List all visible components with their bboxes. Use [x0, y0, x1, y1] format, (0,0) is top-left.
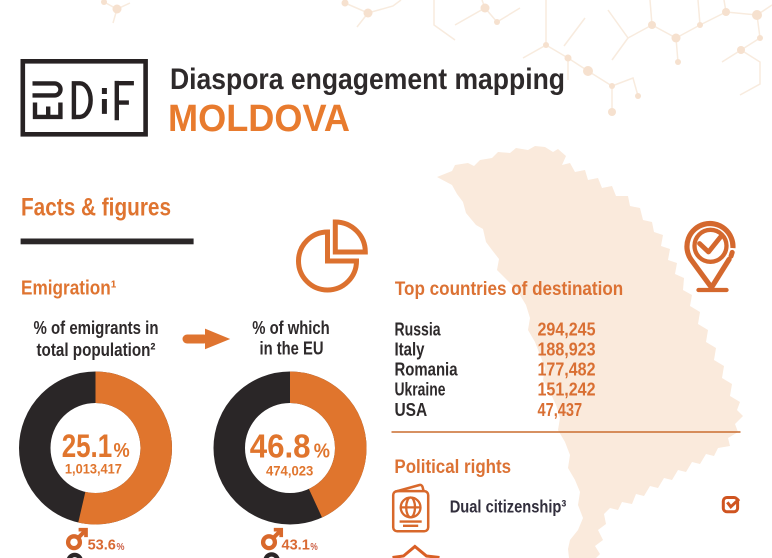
svg-text:188,923: 188,923	[538, 339, 596, 360]
svg-text:Ukraine: Ukraine	[395, 379, 446, 400]
svg-text:total population²: total population²	[37, 339, 156, 360]
svg-text:Top countries of destination: Top countries of destination	[395, 278, 623, 300]
svg-text:25.1: 25.1	[62, 428, 112, 464]
svg-text:%: %	[117, 542, 125, 553]
svg-text:%: %	[114, 440, 130, 462]
svg-text:Italy: Italy	[395, 339, 426, 360]
svg-text:%: %	[310, 542, 317, 553]
svg-text:% of emigrants in: % of emigrants in	[34, 317, 159, 338]
svg-text:53.6: 53.6	[88, 537, 116, 553]
svg-text:Russia: Russia	[395, 318, 442, 339]
svg-text:MOLDOVA: MOLDOVA	[168, 98, 350, 140]
svg-text:46.8: 46.8	[250, 427, 311, 464]
svg-text:% of which: % of which	[252, 317, 330, 338]
svg-text:474,023: 474,023	[266, 463, 313, 479]
svg-text:USA: USA	[395, 399, 428, 420]
svg-text:47,437: 47,437	[538, 399, 583, 420]
svg-text:Political rights: Political rights	[394, 456, 511, 478]
svg-text:Diaspora engagement mapping: Diaspora engagement mapping	[170, 63, 565, 96]
svg-text:in the EU: in the EU	[260, 338, 324, 359]
svg-text:Facts & figures: Facts & figures	[21, 193, 171, 221]
svg-text:Emigration¹: Emigration¹	[21, 277, 117, 300]
svg-text:1,013,417: 1,013,417	[65, 461, 122, 477]
svg-text:151,242: 151,242	[538, 379, 596, 400]
svg-text:177,482: 177,482	[538, 359, 596, 380]
svg-text:Dual citizenship³: Dual citizenship³	[450, 496, 567, 516]
svg-text:294,245: 294,245	[538, 318, 596, 339]
svg-text:43.1: 43.1	[282, 537, 310, 553]
svg-text:%: %	[314, 440, 330, 462]
svg-text:Romania: Romania	[395, 359, 459, 380]
